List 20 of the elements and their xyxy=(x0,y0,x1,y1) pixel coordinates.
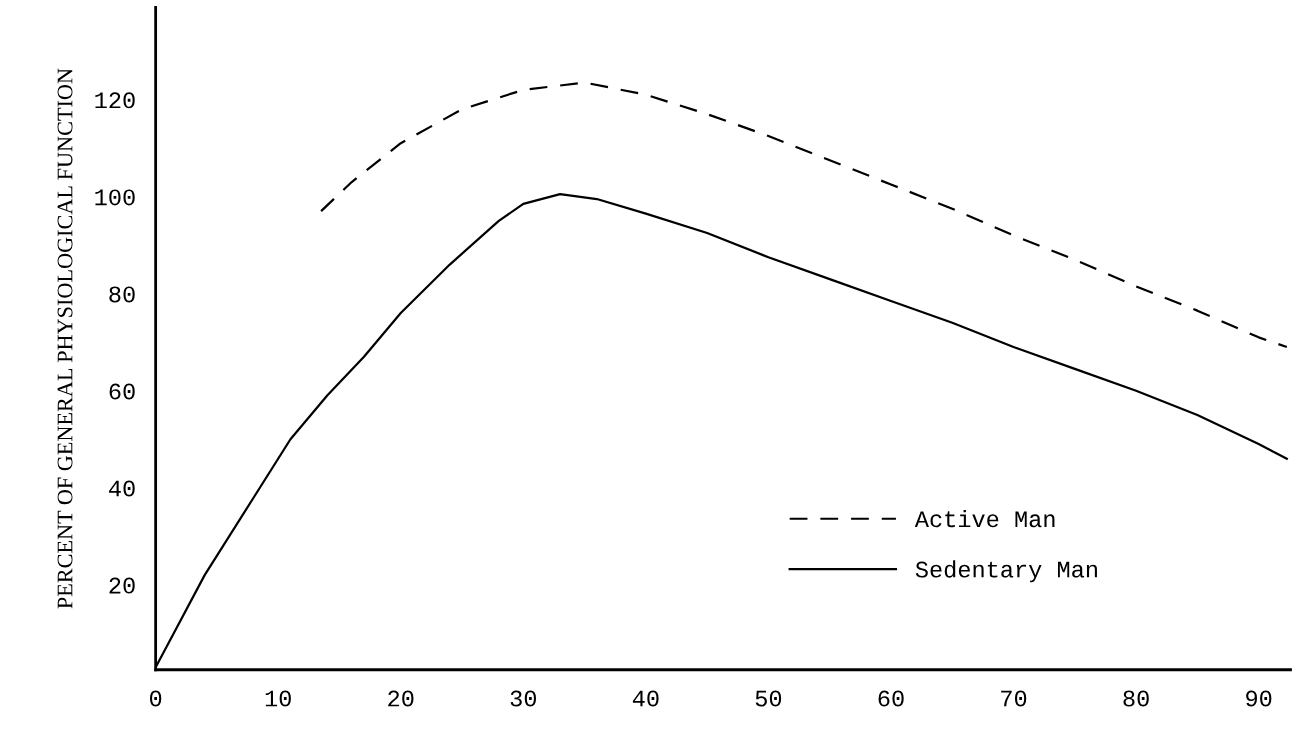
x-tick-label: 90 xyxy=(1246,690,1272,707)
x-tick-label: 30 xyxy=(510,690,537,707)
x-tick-label: 50 xyxy=(755,690,782,707)
y-tick-label: 20 xyxy=(109,577,135,594)
y-axis-title: PERCENT OF GENERAL PHYSIOLOGICAL FUNCTION xyxy=(57,68,73,609)
x-tick-label: 70 xyxy=(1001,690,1027,707)
line-series xyxy=(319,81,1288,349)
x-tick-label: 60 xyxy=(878,690,904,707)
x-tick-label: 40 xyxy=(632,690,659,707)
legend-label: Sedentary Man xyxy=(915,560,1097,583)
x-tick-label: 10 xyxy=(265,690,291,707)
y-tick-label: 100 xyxy=(95,189,135,206)
y-tick-label: 60 xyxy=(109,383,135,400)
legend-label: Active Man xyxy=(914,509,1055,528)
y-tick-label: 40 xyxy=(109,480,135,497)
x-tick-label: 20 xyxy=(388,690,414,707)
x-tick-label: 0 xyxy=(149,690,162,707)
y-tick-label: 120 xyxy=(95,92,135,109)
y-tick-label: 80 xyxy=(109,286,135,303)
x-tick-label: 80 xyxy=(1123,690,1149,707)
